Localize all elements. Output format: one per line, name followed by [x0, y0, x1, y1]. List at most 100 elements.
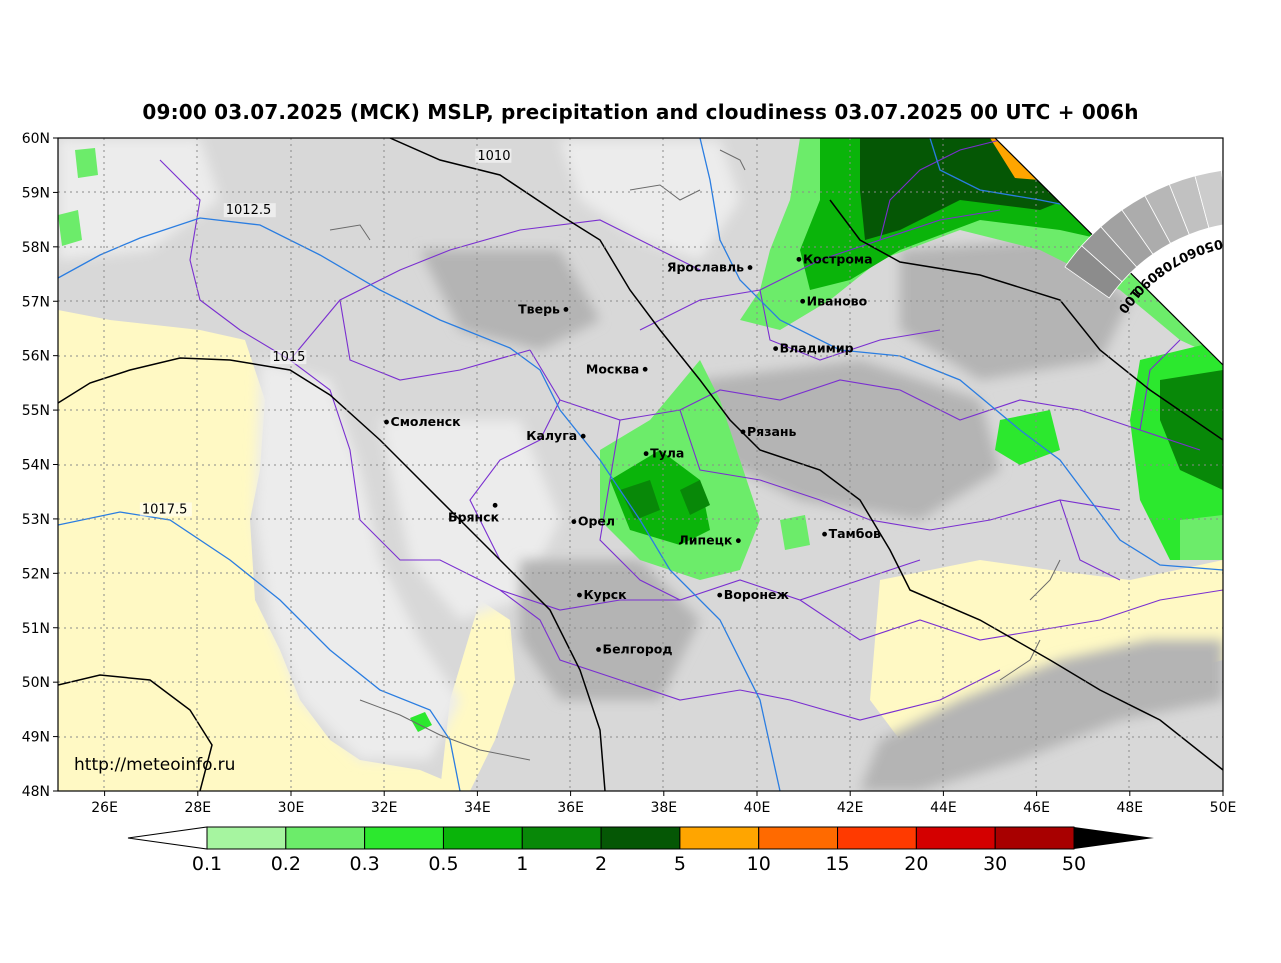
city-dot: [796, 256, 802, 262]
lon-label: 40E: [744, 800, 771, 816]
isobar-label: 1010: [477, 149, 510, 164]
city-label: Владимир: [780, 341, 854, 356]
city-label: Орел: [578, 514, 615, 529]
lon-label: 42E: [837, 800, 864, 816]
city-dot: [384, 419, 389, 425]
city-markers: Ярославль Кострома Иваново Тверь Владимир Мос…: [384, 251, 881, 657]
lat-label: 54N: [22, 458, 50, 474]
city-dot: [571, 519, 577, 525]
city-label: Тула: [650, 446, 684, 461]
city-dot: [740, 429, 746, 435]
colorbar-label: 10: [747, 853, 771, 875]
lon-label: 32E: [371, 800, 398, 816]
isobar-label-bg: [139, 502, 192, 517]
cloudiness-wedge: [1248, 168, 1275, 223]
city-label: Москва: [586, 361, 639, 376]
cloudiness-label: 40: [1212, 234, 1233, 252]
colorbar-segment: [442, 826, 523, 850]
city-label: Воронеж: [724, 587, 790, 602]
city-label: Липецк: [678, 533, 733, 548]
lat-label: 48N: [22, 784, 50, 800]
colorbar-segment: [285, 826, 366, 850]
lat-label: 57N: [22, 294, 50, 310]
colorbar-label: 5: [674, 853, 686, 875]
lat-label: 58N: [22, 240, 50, 256]
city-label: Кострома: [803, 251, 873, 266]
lat-label: 55N: [22, 403, 50, 419]
city-label: Рязань: [747, 424, 797, 439]
city-dot: [563, 307, 569, 312]
city-label: Белгород: [603, 642, 673, 657]
cloudiness-label: 60: [1176, 244, 1199, 265]
city-label: Брянск: [448, 509, 500, 524]
lon-label: 34E: [464, 800, 491, 816]
city-label: Калуга: [526, 428, 577, 443]
city-label: Иваново: [807, 293, 868, 308]
colorbar-label: 20: [904, 853, 928, 875]
city-dot: [773, 346, 779, 351]
colorbar-label: 50: [1062, 853, 1086, 875]
watermark-url: http://meteoinfo.ru: [74, 755, 235, 775]
lon-label: 48E: [1116, 800, 1143, 816]
city-dot: [717, 592, 723, 598]
lon-label: 30E: [278, 800, 305, 816]
colorbar-label: 15: [825, 853, 849, 875]
precipitation-colorbar: 0.1 0.2 0.3 0.5 1 2 5 10 15 20 30 50: [127, 826, 1154, 875]
city-label: Тамбов: [829, 526, 881, 541]
isobar-label-bg: [270, 350, 307, 365]
colorbar-label: 2: [595, 853, 607, 875]
longitude-labels: 26E 28E 30E 32E 34E 36E 38E 40E 42E 44E 46E 48E 50E: [91, 791, 1236, 816]
colorbar-segment: [837, 826, 917, 850]
lat-label: 52N: [22, 566, 50, 582]
city-dot: [800, 298, 806, 304]
lat-label: 59N: [22, 185, 50, 201]
lon-label: 46E: [1023, 800, 1050, 816]
colorbar-label: 0.1: [192, 853, 222, 875]
lon-label: 28E: [184, 800, 211, 816]
colorbar-segment: [206, 826, 287, 850]
colorbar-low-arrow: [127, 826, 208, 850]
lon-label: 50E: [1210, 800, 1237, 816]
lon-label: 38E: [650, 800, 677, 816]
latitude-labels: 60N 59N 58N 57N 56N 55N 54N 53N 52N 51N 50N 49N 48N: [22, 131, 58, 800]
lat-label: 56N: [22, 349, 50, 365]
city-dot: [643, 451, 649, 457]
isobar-label: 1012.5: [226, 203, 272, 218]
colorbar-segment: [915, 826, 996, 850]
isobar-labels: 1010 1012.5 1015 1017.5: [139, 148, 512, 517]
city-dot: [596, 647, 601, 652]
cloudiness-fan: [1064, 168, 1275, 299]
isobar-label-bg: [475, 148, 512, 163]
colorbar-segment: [600, 826, 681, 850]
city-label: Тверь: [518, 301, 560, 316]
city-label: Курск: [583, 587, 627, 602]
colorbar-label: 0.5: [428, 853, 458, 875]
city-dot: [577, 592, 582, 598]
lat-lon-grid: [58, 138, 1223, 791]
isobar-label: 1015: [272, 350, 305, 365]
colorbar-label: 30: [983, 853, 1007, 875]
colorbar-high-arrow: [1074, 827, 1154, 849]
cloudiness-label: 50: [1194, 238, 1216, 258]
cloudiness-wedge: [1220, 169, 1223, 185]
cloudiness-label: 30: [1231, 232, 1250, 249]
colorbar-segment: [679, 826, 760, 850]
region-borders: [159, 139, 1223, 721]
lat-label: 50N: [22, 675, 50, 691]
map-title: 09:00 03.07.2025 (МСК) MSLP, precipitati…: [142, 100, 1139, 124]
lon-label: 26E: [91, 800, 118, 816]
colorbar-segment: [364, 826, 444, 850]
colorbar-segments: [206, 826, 1075, 850]
light-cloud-areas: [58, 138, 740, 760]
lat-label: 49N: [22, 730, 50, 746]
isobar-label: 1017.5: [142, 502, 188, 517]
cloudiness-label: 20: [1250, 232, 1269, 248]
city-dot: [580, 433, 586, 439]
lon-label: 44E: [930, 800, 957, 816]
lat-label: 53N: [22, 512, 50, 528]
lat-label: 51N: [22, 621, 50, 637]
isobar-label-bg: [223, 203, 276, 218]
colorbar-label: 0.2: [271, 853, 301, 875]
lon-label: 36E: [557, 800, 584, 816]
colorbar-labels: 0.1 0.2 0.3 0.5 1 2 5 10 15 20 30 50: [192, 853, 1086, 875]
